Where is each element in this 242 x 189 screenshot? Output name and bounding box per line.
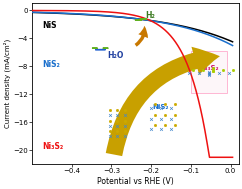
Text: NiS₂: NiS₂	[153, 104, 169, 110]
Text: NiS: NiS	[42, 21, 57, 30]
Text: H₂O: H₂O	[107, 51, 124, 60]
Text: NiS: NiS	[111, 139, 124, 145]
Text: Ni₃S₂: Ni₃S₂	[199, 65, 219, 71]
Bar	[191, 51, 227, 93]
X-axis label: Potential vs RHE (V): Potential vs RHE (V)	[97, 177, 174, 186]
Y-axis label: Current density (mA/cm²): Current density (mA/cm²)	[3, 39, 11, 129]
FancyArrowPatch shape	[106, 47, 220, 156]
Text: H₂: H₂	[145, 11, 155, 20]
Text: NiS₂: NiS₂	[42, 60, 60, 70]
FancyArrowPatch shape	[135, 26, 148, 47]
Text: Ni₃S₂: Ni₃S₂	[42, 142, 63, 151]
